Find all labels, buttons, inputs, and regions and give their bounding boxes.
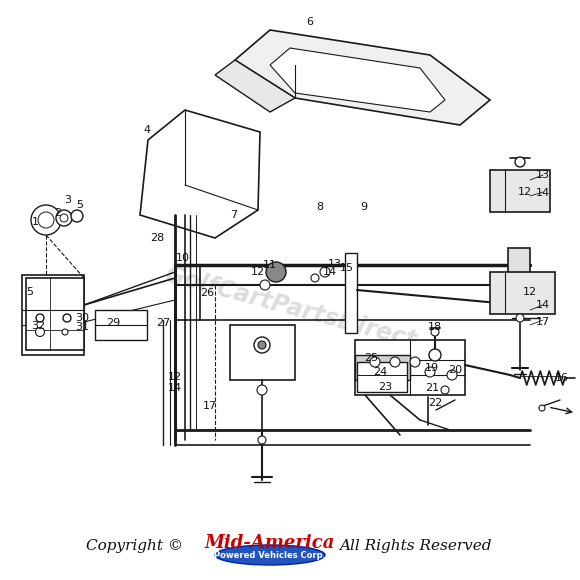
Circle shape — [370, 357, 380, 367]
Circle shape — [60, 214, 68, 222]
Circle shape — [425, 367, 435, 377]
Text: 27: 27 — [156, 318, 170, 328]
Text: 8: 8 — [317, 202, 324, 212]
Bar — [355, 340, 465, 395]
Text: 12: 12 — [251, 267, 265, 277]
Circle shape — [441, 386, 449, 394]
Text: 3: 3 — [64, 195, 71, 205]
Text: Mid-America: Mid-America — [205, 534, 335, 552]
Bar — [508, 248, 530, 303]
Text: 12: 12 — [523, 287, 537, 297]
Circle shape — [258, 341, 266, 349]
Bar — [22, 275, 84, 355]
Bar — [490, 272, 555, 314]
Circle shape — [254, 337, 270, 353]
Circle shape — [431, 328, 439, 336]
Text: 26: 26 — [200, 288, 214, 298]
Circle shape — [258, 436, 266, 444]
Circle shape — [35, 328, 45, 336]
Polygon shape — [270, 48, 445, 112]
Text: 11: 11 — [263, 260, 277, 270]
Text: GolfCartPartsDirect: GolfCartPartsDirect — [161, 263, 419, 353]
Text: 29: 29 — [106, 318, 120, 328]
Polygon shape — [140, 110, 260, 238]
Circle shape — [36, 314, 44, 322]
Circle shape — [266, 262, 286, 282]
Circle shape — [515, 157, 525, 167]
Polygon shape — [215, 60, 295, 112]
Text: 14: 14 — [168, 383, 182, 393]
Circle shape — [56, 210, 72, 226]
Text: 5: 5 — [77, 200, 84, 210]
Text: 4: 4 — [143, 125, 151, 135]
Circle shape — [311, 274, 319, 282]
Circle shape — [390, 357, 400, 367]
Text: 24: 24 — [373, 367, 387, 377]
Circle shape — [71, 210, 83, 222]
Circle shape — [539, 405, 545, 411]
Text: 13: 13 — [328, 259, 342, 269]
Circle shape — [63, 314, 71, 322]
Text: 5: 5 — [27, 287, 34, 297]
Circle shape — [447, 370, 457, 380]
Text: 1: 1 — [31, 217, 38, 227]
Circle shape — [320, 267, 330, 277]
Bar — [230, 325, 295, 380]
Circle shape — [31, 205, 61, 235]
Text: 12: 12 — [518, 187, 532, 197]
Circle shape — [62, 329, 68, 335]
Text: Powered Vehicles Corp.: Powered Vehicles Corp. — [214, 550, 326, 560]
Bar — [345, 253, 357, 333]
Text: 28: 28 — [150, 233, 164, 243]
Text: 22: 22 — [428, 398, 442, 408]
Text: All Rights Reserved: All Rights Reserved — [339, 539, 491, 553]
Text: 17: 17 — [203, 401, 217, 411]
Circle shape — [257, 385, 267, 395]
Text: 2: 2 — [55, 208, 61, 218]
Text: 10: 10 — [176, 253, 190, 263]
Bar — [95, 310, 147, 340]
Text: 7: 7 — [230, 210, 238, 220]
Text: 19: 19 — [425, 363, 439, 373]
Text: 15: 15 — [340, 263, 354, 273]
Circle shape — [410, 357, 420, 367]
Text: 14: 14 — [323, 267, 337, 277]
Text: 9: 9 — [360, 202, 368, 212]
Text: 30: 30 — [75, 313, 89, 323]
Bar — [490, 170, 550, 212]
Text: 21: 21 — [425, 383, 439, 393]
Circle shape — [38, 212, 54, 228]
Text: 17: 17 — [536, 317, 550, 327]
Circle shape — [260, 280, 270, 290]
Text: 13: 13 — [536, 170, 550, 180]
Text: 16: 16 — [555, 373, 569, 383]
Text: 31: 31 — [75, 322, 89, 332]
Text: 14: 14 — [536, 300, 550, 310]
Text: 32: 32 — [31, 321, 45, 331]
Circle shape — [429, 349, 441, 361]
Text: 12: 12 — [168, 372, 182, 382]
Text: 18: 18 — [428, 322, 442, 332]
Bar — [357, 362, 407, 392]
Text: 25: 25 — [364, 353, 378, 363]
Text: Copyright ©: Copyright © — [86, 539, 183, 553]
Text: 20: 20 — [448, 365, 462, 375]
Polygon shape — [235, 30, 490, 125]
Text: 23: 23 — [378, 382, 392, 392]
Ellipse shape — [215, 545, 325, 565]
Bar — [355, 355, 410, 380]
Text: 14: 14 — [536, 188, 550, 198]
Bar — [26, 278, 84, 350]
Text: 6: 6 — [306, 17, 314, 27]
Circle shape — [516, 314, 524, 322]
